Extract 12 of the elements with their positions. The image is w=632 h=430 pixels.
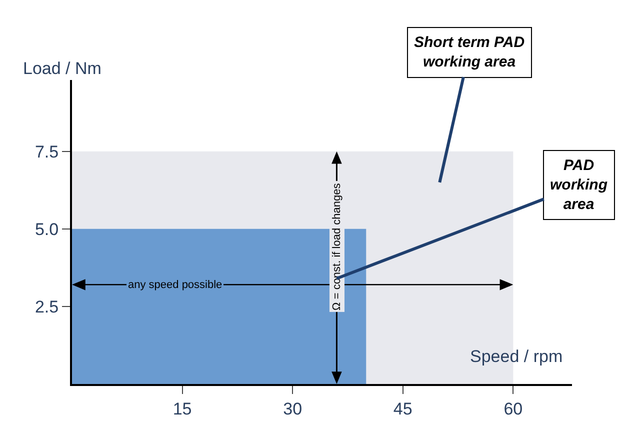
text: Short term PAD working area xyxy=(414,34,525,70)
y-tick-label: 5.0 xyxy=(34,220,59,239)
y-tick-label: 7.5 xyxy=(34,142,59,162)
y-tick-label: 2.5 xyxy=(34,297,59,316)
x-tick-label: 15 xyxy=(172,399,192,418)
x-tick-label: 30 xyxy=(283,399,302,418)
text: PAD working area xyxy=(550,157,608,213)
annotation: any speed possible xyxy=(128,279,222,291)
y-axis-title: Load / Nm xyxy=(23,59,102,78)
x-tick-label: 45 xyxy=(393,399,412,418)
x-axis-title: Speed / rpm xyxy=(470,347,563,366)
x-tick-label: 60 xyxy=(504,399,523,418)
